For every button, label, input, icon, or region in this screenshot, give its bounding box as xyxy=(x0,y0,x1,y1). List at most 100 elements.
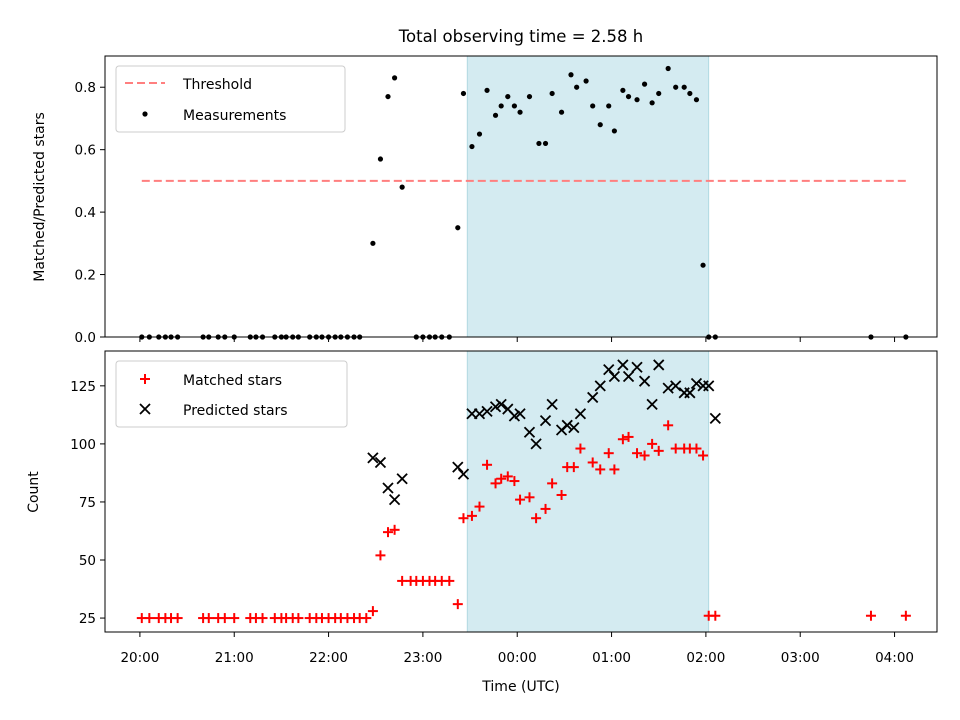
measurement-point xyxy=(476,131,483,137)
matched-star-point xyxy=(444,575,455,586)
measurement-point xyxy=(611,128,617,134)
x-tick-label: 01:00 xyxy=(592,650,631,666)
legend-matched-swatch xyxy=(140,374,150,384)
top-y-axis-label: Matched/Predicted stars xyxy=(32,112,48,282)
top-plot-frame xyxy=(104,55,938,338)
matched-star-point xyxy=(609,464,620,475)
matched-star-point xyxy=(361,613,372,624)
measurement-point xyxy=(399,184,405,190)
predicted-star-point xyxy=(709,412,721,424)
bottom-plot-frame xyxy=(104,350,938,633)
bottom-y-tick-label: 50 xyxy=(79,553,96,569)
measurement-point xyxy=(687,90,693,97)
bottom-y-axis-label: Count xyxy=(26,471,42,513)
measurement-point xyxy=(377,156,384,162)
matched-star-point xyxy=(710,610,721,621)
matched-star-point xyxy=(556,489,567,500)
measurement-point xyxy=(391,75,398,81)
matched-star-point xyxy=(639,450,650,461)
measurement-point xyxy=(549,90,555,97)
bottom-legend: Matched stars Predicted stars xyxy=(115,360,348,428)
measurement-point xyxy=(656,90,662,97)
predicted-star-point xyxy=(514,408,526,420)
predicted-star-point xyxy=(622,370,635,383)
matched-star-point xyxy=(865,610,876,621)
matched-star-point xyxy=(389,524,400,535)
x-tick-label: 21:00 xyxy=(215,650,254,666)
matched-star-point xyxy=(595,464,606,475)
measurement-point xyxy=(492,112,499,118)
legend-measurements-swatch xyxy=(142,111,148,117)
measurement-point xyxy=(700,262,706,268)
matched-star-point xyxy=(397,575,408,586)
top-legend-box xyxy=(115,65,346,133)
predicted-star-point xyxy=(603,363,615,376)
predicted-star-point xyxy=(473,408,486,420)
matched-star-point xyxy=(502,471,513,482)
predicted-star-point xyxy=(481,405,493,418)
matched-star-point xyxy=(509,476,520,487)
measurement-point xyxy=(469,143,475,150)
legend-predicted-label: Predicted stars xyxy=(183,403,288,419)
bottom-y-tick-label: 25 xyxy=(79,611,96,627)
x-axis-label: Time (UTC) xyxy=(481,679,559,695)
x-tick-label: 22:00 xyxy=(309,650,348,666)
predicted-star-point xyxy=(523,426,536,438)
top-y-tick-label: 0.2 xyxy=(75,268,96,284)
measurement-point xyxy=(517,109,523,115)
measurement-point xyxy=(693,97,700,103)
predicted-star-point xyxy=(703,380,715,392)
measurement-point xyxy=(460,90,467,97)
legend-threshold-label: Threshold xyxy=(182,77,252,93)
top-y-tick-label: 0.0 xyxy=(75,330,96,346)
top-legend: Threshold Measurements xyxy=(115,65,346,133)
measurement-point xyxy=(370,240,376,246)
matched-star-point xyxy=(663,420,674,431)
matched-star-point xyxy=(515,494,526,505)
bottom-y-tick-label: 75 xyxy=(79,495,96,511)
measurement-point xyxy=(641,81,648,87)
predicted-star-point xyxy=(452,461,464,473)
predicted-star-point xyxy=(594,380,606,392)
matched-star-point xyxy=(698,450,709,461)
measurement-point xyxy=(681,84,687,90)
top-y-tick-label: 0.8 xyxy=(75,80,96,96)
predicted-star-point xyxy=(374,456,387,469)
bottom-legend-box xyxy=(115,360,348,428)
measurement-point xyxy=(649,100,655,106)
predicted-stars-series xyxy=(367,359,721,506)
measurement-point xyxy=(620,87,626,93)
predicted-star-point xyxy=(530,438,542,450)
predicted-star-point xyxy=(546,398,558,411)
matched-star-point xyxy=(647,438,658,449)
predicted-star-point xyxy=(684,387,696,399)
matched-star-point xyxy=(587,457,598,468)
matched-star-point xyxy=(900,610,911,621)
matched-star-point xyxy=(623,431,634,442)
measurement-point xyxy=(558,109,565,115)
x-tick-label: 04:00 xyxy=(875,650,914,666)
observing-interval-shade-bottom xyxy=(466,350,710,633)
legend-matched-label: Matched stars xyxy=(183,373,282,389)
measurement-point xyxy=(574,84,580,90)
measurement-point xyxy=(505,93,511,100)
matched-star-point xyxy=(458,513,469,524)
measurement-point xyxy=(583,78,589,84)
matched-star-point xyxy=(670,443,681,454)
predicted-star-point xyxy=(662,382,674,394)
matched-star-point xyxy=(547,478,558,489)
matched-star-point xyxy=(474,501,485,512)
matched-star-point xyxy=(653,445,664,456)
measurement-point xyxy=(498,103,504,109)
matched-star-point xyxy=(293,613,304,624)
matched-star-point xyxy=(691,443,702,454)
matched-star-point xyxy=(257,613,268,624)
matched-star-point xyxy=(632,448,643,459)
x-tick-label: 03:00 xyxy=(781,650,820,666)
matched-star-point xyxy=(144,613,155,624)
predicted-star-point xyxy=(382,482,394,494)
measurement-point xyxy=(665,65,671,72)
measurement-point xyxy=(597,122,603,128)
chart-title: Total observing time = 2.58 h xyxy=(398,27,643,46)
bottom-panel: 25 50 75 100 125 20:00 21:00 22:00 23:00 00:00 01… xyxy=(26,350,938,695)
